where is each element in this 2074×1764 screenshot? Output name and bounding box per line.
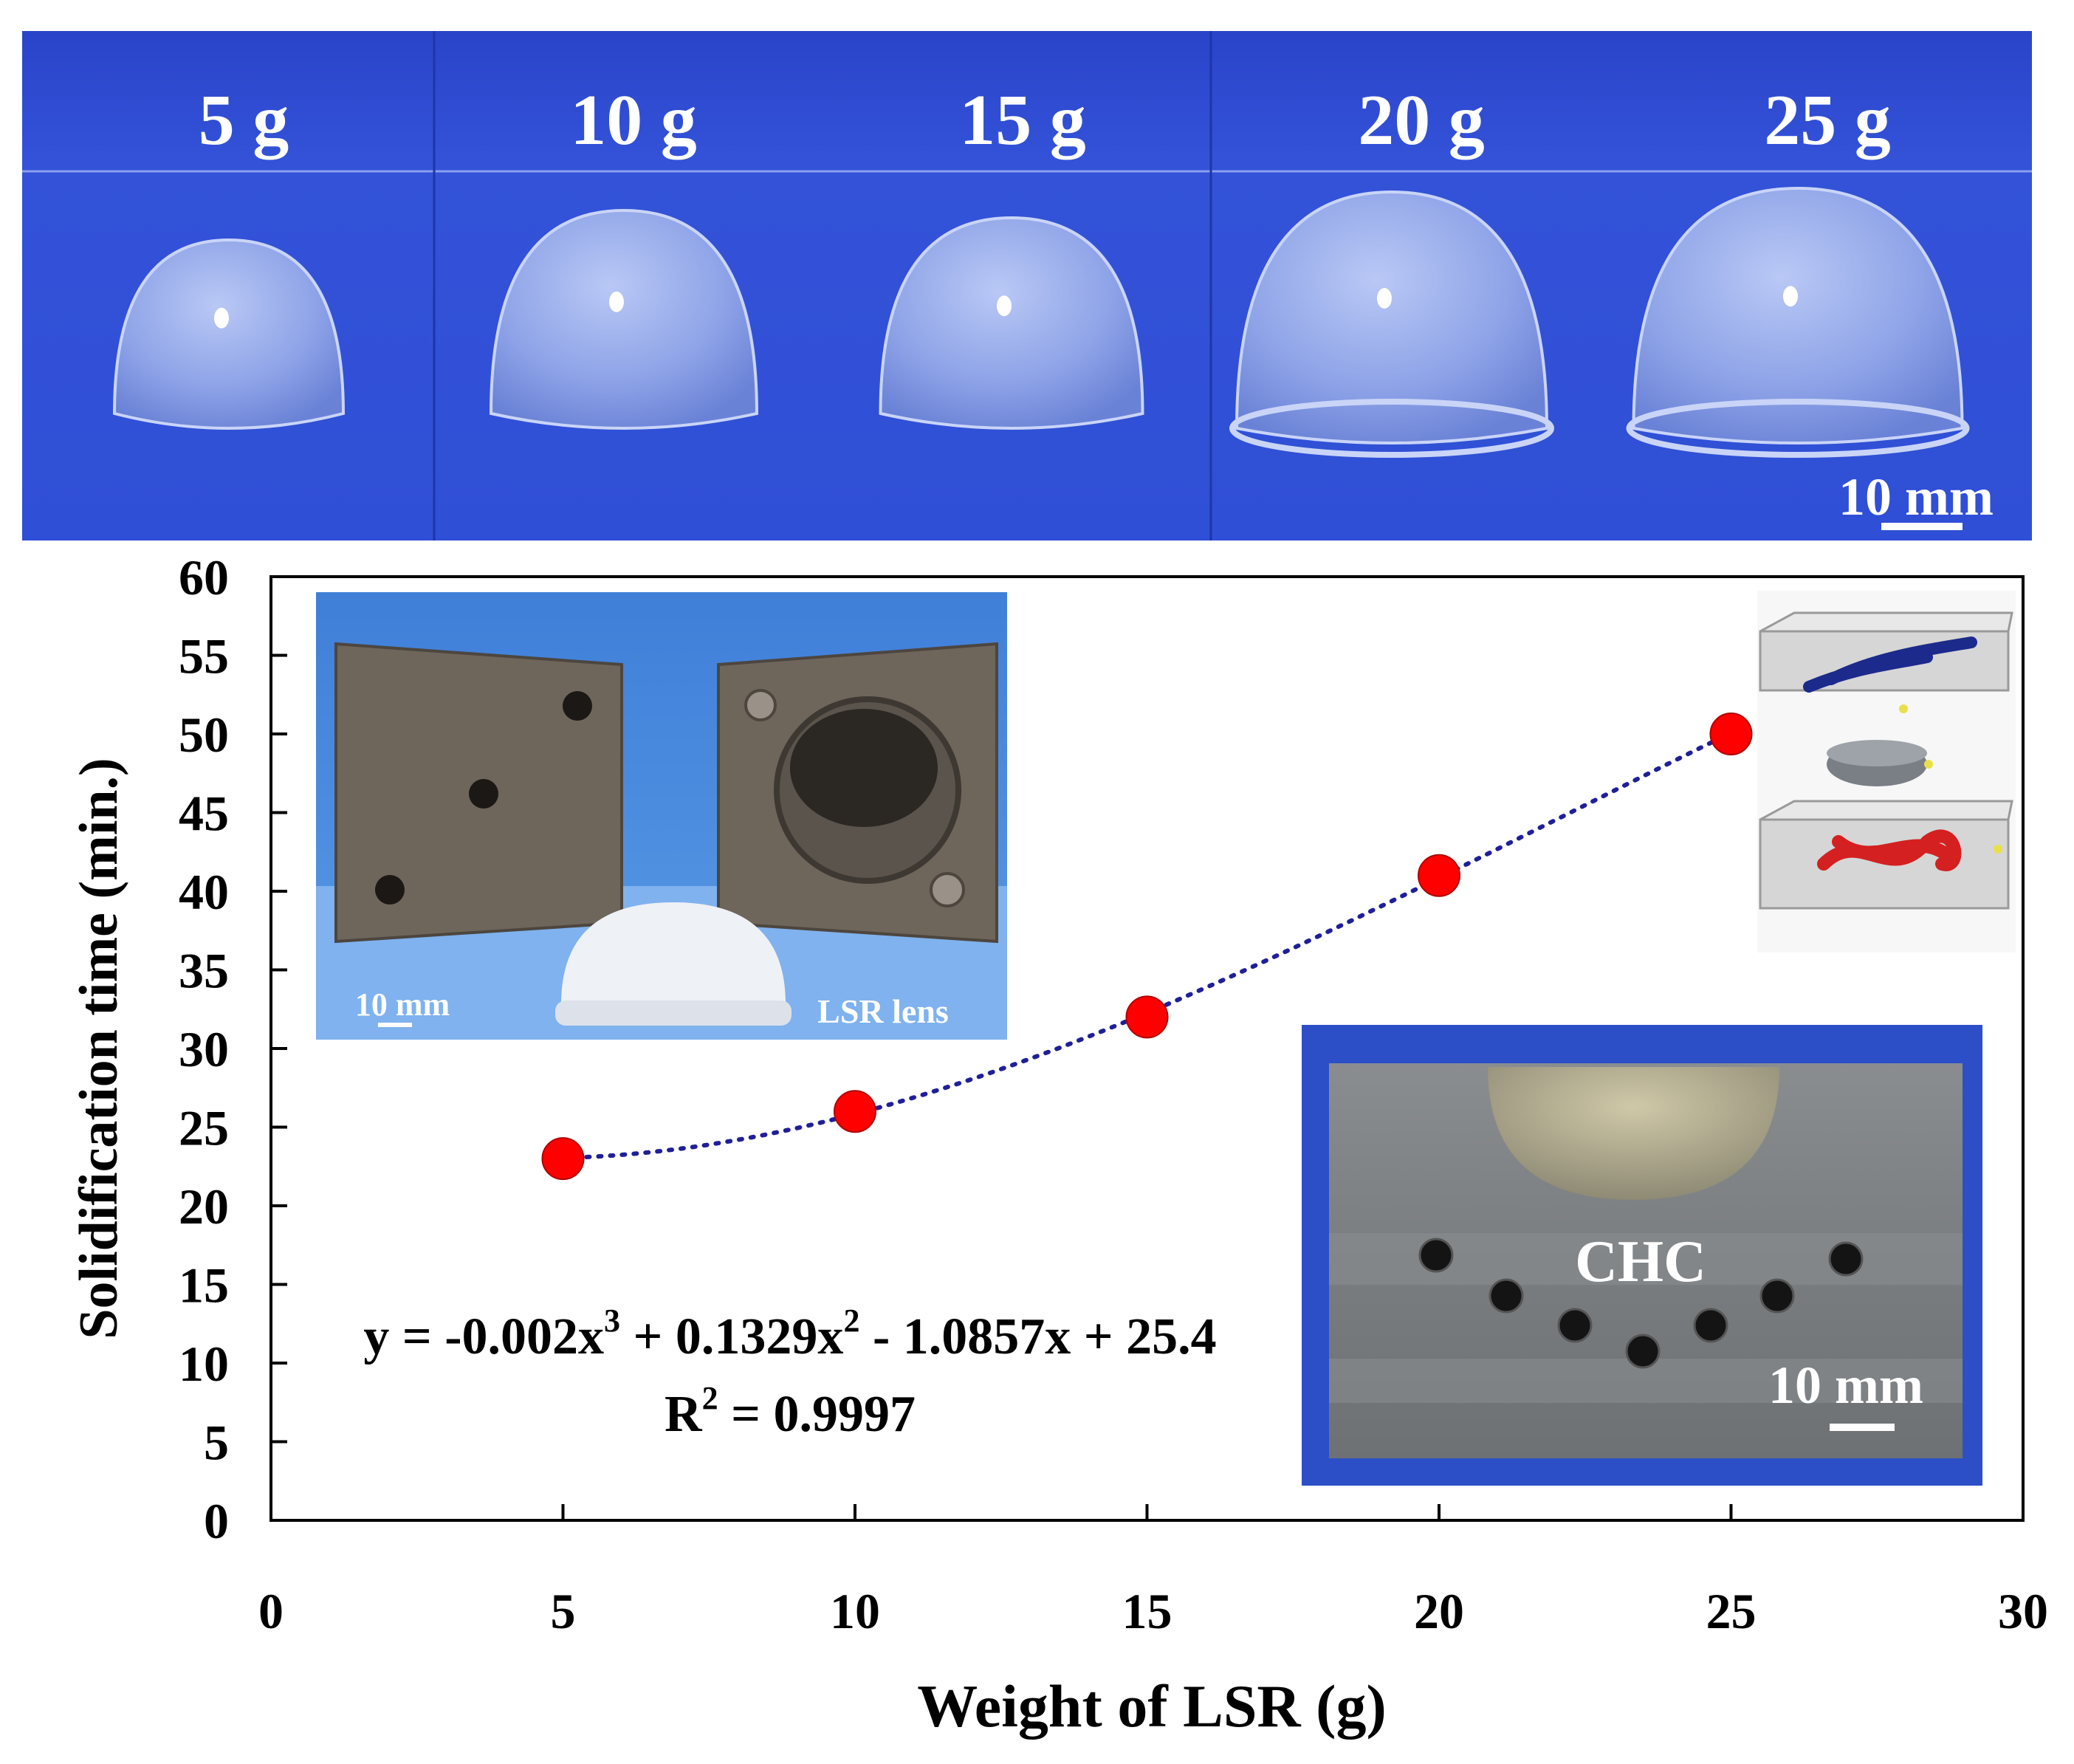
- equation-part: - 1.0857x + 25.4: [859, 1308, 1216, 1365]
- lsr-lens-sample: [489, 208, 759, 430]
- y-tick-label: 15: [179, 1257, 229, 1314]
- y-tick-label: 5: [204, 1415, 229, 1471]
- marker-dot: [1924, 760, 1933, 769]
- sample-weight-label: 20 g: [1358, 80, 1485, 160]
- data-point: [834, 1090, 876, 1133]
- marker-dot: [1899, 704, 1908, 713]
- r-squared: R2 = 0.9997: [665, 1380, 916, 1443]
- lsr-lens-label: LSR lens: [817, 992, 949, 1030]
- mold-hole: [375, 875, 405, 905]
- lsr-lens-rim: [555, 1001, 792, 1026]
- x-tick-label: 20: [1414, 1583, 1464, 1639]
- r-squared-exponent: 2: [702, 1380, 718, 1416]
- mold-scale-bar: [378, 1023, 412, 1027]
- lens-model-top: [1827, 740, 1927, 766]
- equation-part: + 0.1329x: [620, 1308, 843, 1365]
- r-squared-part: = 0.9997: [718, 1386, 916, 1443]
- lower-cooling-channel: [1817, 829, 1962, 871]
- lens-highlight: [997, 295, 1012, 317]
- upper-cooling-channel: [1803, 636, 1977, 693]
- data-point: [1125, 995, 1169, 1039]
- cooling-channel-hole: [1693, 1308, 1728, 1343]
- lens-highlight: [609, 291, 624, 312]
- x-tick-label: 10: [830, 1583, 880, 1639]
- y-tick-label: 20: [179, 1178, 229, 1235]
- lens-highlight: [214, 307, 229, 329]
- lsr-lens-sample: [112, 238, 346, 430]
- y-tick-label: 50: [179, 707, 229, 763]
- cooling-channel-hole: [1488, 1278, 1524, 1314]
- chc-scale-label: 10 mm: [1768, 1356, 1923, 1415]
- lsr-lens-sample: [1235, 190, 1549, 445]
- y-axis-label: Solidification time (min.): [69, 758, 129, 1339]
- x-tick-label: 25: [1706, 1583, 1757, 1639]
- photo-strip-scale-label: 10 mm: [1838, 467, 1994, 526]
- x-tick-label: 0: [258, 1583, 284, 1639]
- mold-3d-render: [1757, 591, 2016, 953]
- x-tick-label: 5: [551, 1583, 576, 1639]
- chc-photo-inset: CHC 10 mm: [1302, 1025, 1982, 1486]
- cooling-channel-hole: [1759, 1278, 1795, 1314]
- mold-scale-label: 10 mm: [355, 986, 450, 1023]
- mold-hole: [563, 691, 592, 721]
- photo-strip-scale-bar: [1881, 523, 1963, 530]
- equation-exponent: 2: [843, 1303, 859, 1339]
- cooling-channel-hole: [1828, 1241, 1864, 1277]
- marker-dot: [1994, 845, 2002, 854]
- lsr-lens-sample: [1632, 186, 1964, 445]
- sample-weight-label: 25 g: [1764, 80, 1891, 160]
- equation-exponent: 3: [604, 1303, 620, 1339]
- mold-pin: [744, 689, 777, 721]
- upper-block-top: [1759, 611, 2013, 633]
- y-tick-label: 25: [179, 1100, 229, 1156]
- lsr-lens: [561, 902, 786, 1004]
- mold-hole: [469, 779, 498, 809]
- data-point: [1418, 854, 1460, 897]
- sample-weight-label: 10 g: [570, 80, 697, 160]
- data-point: [541, 1137, 585, 1181]
- mold-cavity-shadow: [790, 709, 938, 827]
- y-tick-label: 40: [179, 864, 229, 920]
- lower-block-top: [1759, 800, 2013, 821]
- r-squared-part: R: [665, 1386, 703, 1443]
- lsr-lens-sample: [879, 216, 1144, 430]
- y-tick-label: 35: [179, 943, 229, 999]
- cooling-channel-hole: [1418, 1238, 1454, 1273]
- data-point: [1709, 713, 1753, 755]
- mold-pin: [930, 872, 965, 907]
- lens-highlight: [1377, 288, 1392, 309]
- x-tick-label: 15: [1122, 1583, 1172, 1639]
- y-tick-label: 0: [204, 1493, 229, 1549]
- x-axis-label: Weight of LSR (g): [917, 1672, 1387, 1740]
- lens-photo-strip: 5 g 10 g 15 g 20 g 25 g 10 mm: [22, 31, 2032, 540]
- lens-rim: [1229, 399, 1554, 458]
- x-tick-label: 30: [1998, 1583, 2048, 1639]
- sample-weight-label: 5 g: [199, 80, 289, 160]
- y-tick-label: 30: [179, 1021, 229, 1077]
- y-tick-label: 10: [179, 1336, 229, 1392]
- chc-scale-bar: [1830, 1424, 1895, 1431]
- cooling-channel-hole: [1557, 1308, 1593, 1343]
- y-tick-label: 45: [179, 786, 229, 842]
- trendline-equation: y = -0.002x3 + 0.1329x2 - 1.0857x + 25.4: [363, 1303, 1216, 1365]
- lens-rim: [1626, 399, 1970, 458]
- chc-embedded-lens: [1488, 1067, 1779, 1200]
- y-tick-label: 55: [179, 628, 229, 684]
- sample-weight-label: 15 g: [959, 80, 1086, 160]
- chc-label: CHC: [1575, 1229, 1706, 1294]
- cooling-channel-hole: [1625, 1334, 1661, 1369]
- equation-part: y = -0.002x: [363, 1308, 604, 1365]
- lens-highlight: [1783, 286, 1798, 307]
- mold-photo-inset: 10 mm LSR lens: [316, 592, 1007, 1040]
- y-tick-label: 60: [179, 549, 229, 605]
